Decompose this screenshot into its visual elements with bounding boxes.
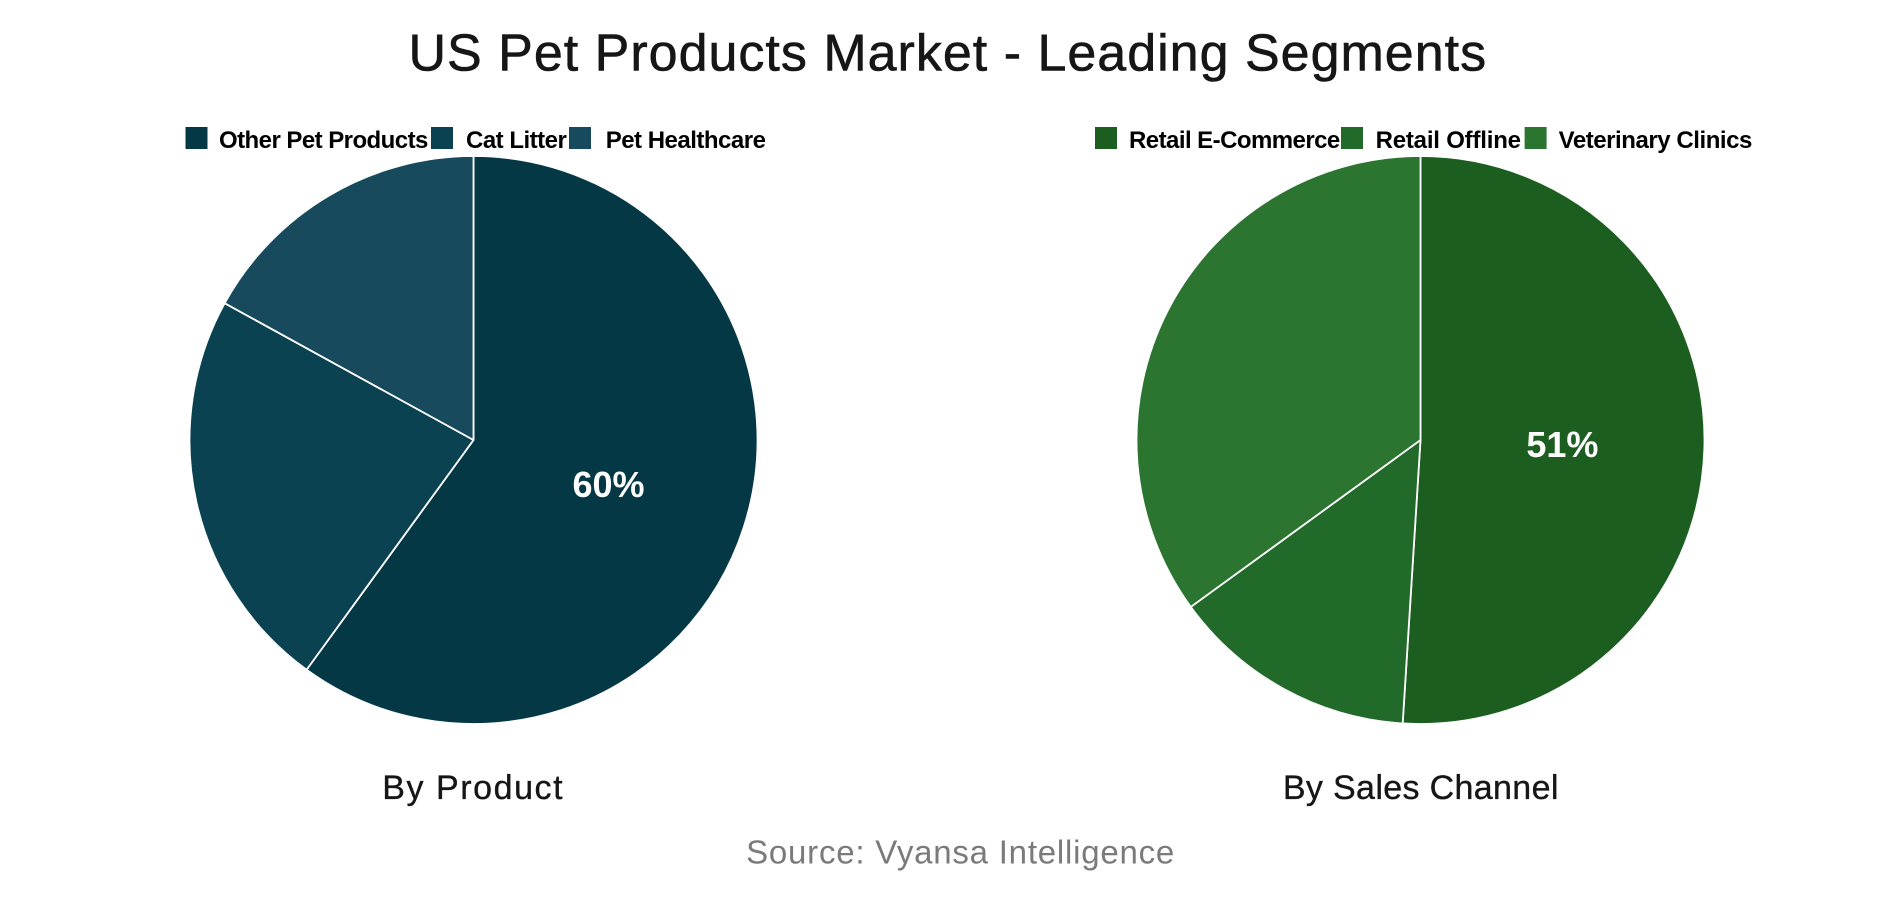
svg-text:Retail Offline: Retail Offline <box>1376 127 1521 154</box>
svg-text:By Sales Channel: By Sales Channel <box>1283 769 1559 807</box>
svg-text:US Pet Products Market - Leadi: US Pet Products Market - Leading Segment… <box>408 25 1487 83</box>
svg-text:Retail E-Commerce: Retail E-Commerce <box>1129 127 1340 154</box>
svg-text:By Product: By Product <box>382 769 564 807</box>
svg-text:Cat Litter: Cat Litter <box>466 127 567 154</box>
svg-text:Source: Vyansa Intelligence: Source: Vyansa Intelligence <box>746 834 1175 871</box>
svg-text:Pet Healthcare: Pet Healthcare <box>606 127 766 154</box>
svg-text:60%: 60% <box>572 464 644 505</box>
svg-text:Veterinary Clinics: Veterinary Clinics <box>1559 127 1752 154</box>
svg-text:Other Pet Products: Other Pet Products <box>219 127 428 154</box>
svg-text:51%: 51% <box>1526 424 1598 465</box>
